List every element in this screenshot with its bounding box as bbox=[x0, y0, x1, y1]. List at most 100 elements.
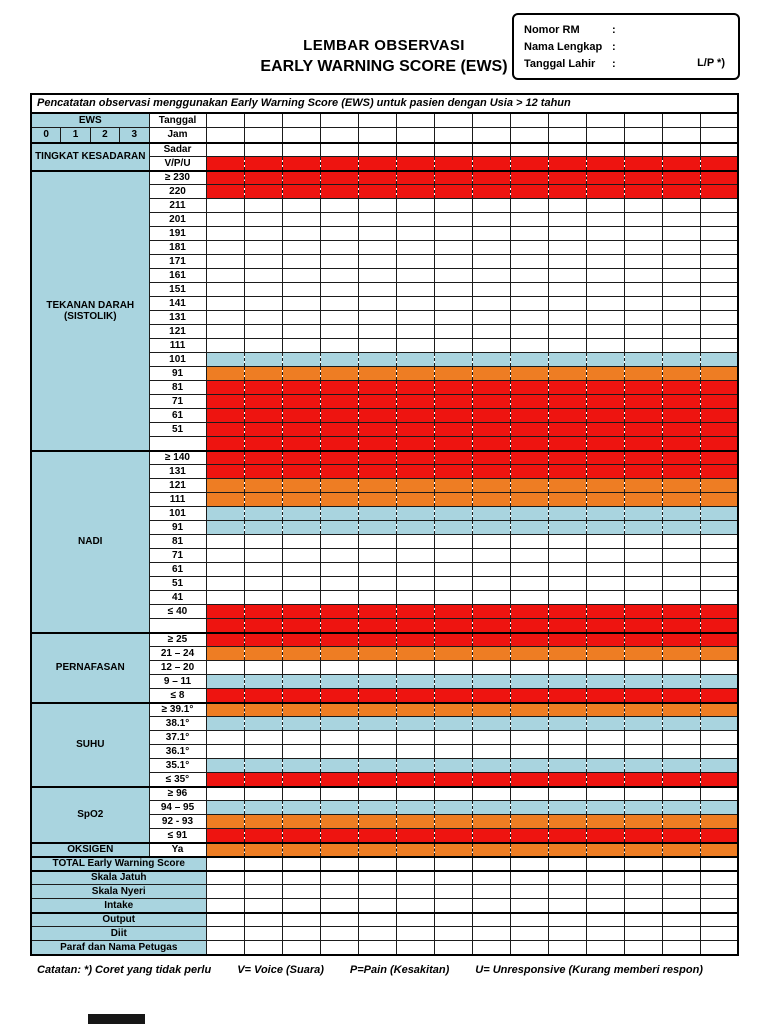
observation-cell[interactable] bbox=[585, 841, 625, 857]
observation-cell[interactable] bbox=[281, 562, 321, 577]
observation-cell[interactable] bbox=[661, 744, 701, 759]
observation-cell[interactable] bbox=[661, 562, 701, 577]
observation-cell[interactable] bbox=[623, 169, 663, 185]
observation-cell[interactable] bbox=[319, 408, 359, 423]
observation-cell[interactable] bbox=[509, 716, 549, 731]
observation-cell[interactable] bbox=[509, 520, 549, 535]
observation-cell[interactable] bbox=[661, 464, 701, 479]
observation-cell[interactable] bbox=[433, 394, 473, 409]
observation-cell[interactable] bbox=[357, 296, 397, 311]
observation-cell[interactable] bbox=[585, 296, 625, 311]
observation-cell[interactable] bbox=[205, 855, 245, 871]
observation-cell[interactable] bbox=[433, 156, 473, 171]
observation-cell[interactable] bbox=[433, 380, 473, 395]
observation-cell[interactable] bbox=[699, 141, 739, 157]
observation-cell[interactable] bbox=[509, 492, 549, 507]
observation-cell[interactable] bbox=[699, 548, 739, 563]
observation-cell[interactable] bbox=[205, 380, 245, 395]
observation-cell[interactable] bbox=[547, 112, 587, 128]
observation-cell[interactable] bbox=[281, 884, 321, 899]
observation-cell[interactable] bbox=[661, 226, 701, 241]
observation-cell[interactable] bbox=[357, 646, 397, 661]
observation-cell[interactable] bbox=[433, 940, 473, 955]
observation-cell[interactable] bbox=[395, 112, 435, 128]
observation-cell[interactable] bbox=[243, 156, 283, 171]
observation-cell[interactable] bbox=[357, 926, 397, 941]
observation-cell[interactable] bbox=[623, 184, 663, 199]
observation-cell[interactable] bbox=[661, 548, 701, 563]
observation-cell[interactable] bbox=[585, 268, 625, 283]
observation-cell[interactable] bbox=[623, 449, 663, 465]
observation-cell[interactable] bbox=[433, 869, 473, 885]
observation-cell[interactable] bbox=[205, 841, 245, 857]
observation-cell[interactable] bbox=[357, 855, 397, 871]
observation-cell[interactable] bbox=[699, 688, 739, 703]
observation-cell[interactable] bbox=[585, 408, 625, 423]
observation-cell[interactable] bbox=[623, 310, 663, 325]
observation-cell[interactable] bbox=[205, 688, 245, 703]
observation-cell[interactable] bbox=[547, 212, 587, 227]
observation-cell[interactable] bbox=[585, 940, 625, 955]
observation-cell[interactable] bbox=[281, 548, 321, 563]
observation-cell[interactable] bbox=[699, 254, 739, 269]
nomor-rm-value[interactable] bbox=[622, 22, 728, 39]
observation-cell[interactable] bbox=[699, 576, 739, 591]
observation-cell[interactable] bbox=[547, 310, 587, 325]
observation-cell[interactable] bbox=[623, 911, 663, 927]
observation-cell[interactable] bbox=[357, 126, 397, 143]
observation-cell[interactable] bbox=[319, 338, 359, 353]
observation-cell[interactable] bbox=[661, 716, 701, 731]
observation-cell[interactable] bbox=[281, 464, 321, 479]
observation-cell[interactable] bbox=[471, 785, 511, 801]
observation-cell[interactable] bbox=[281, 701, 321, 717]
observation-cell[interactable] bbox=[585, 576, 625, 591]
observation-cell[interactable] bbox=[357, 310, 397, 325]
observation-cell[interactable] bbox=[661, 310, 701, 325]
observation-cell[interactable] bbox=[471, 324, 511, 339]
observation-cell[interactable] bbox=[471, 338, 511, 353]
observation-cell[interactable] bbox=[395, 506, 435, 521]
observation-cell[interactable] bbox=[205, 631, 245, 647]
observation-cell[interactable] bbox=[357, 562, 397, 577]
observation-cell[interactable] bbox=[509, 548, 549, 563]
observation-cell[interactable] bbox=[243, 422, 283, 437]
observation-cell[interactable] bbox=[281, 590, 321, 605]
observation-cell[interactable] bbox=[623, 436, 663, 451]
observation-cell[interactable] bbox=[585, 730, 625, 745]
observation-cell[interactable] bbox=[661, 884, 701, 899]
observation-cell[interactable] bbox=[281, 408, 321, 423]
observation-cell[interactable] bbox=[357, 198, 397, 213]
observation-cell[interactable] bbox=[433, 604, 473, 619]
observation-cell[interactable] bbox=[699, 590, 739, 605]
observation-cell[interactable] bbox=[661, 296, 701, 311]
observation-cell[interactable] bbox=[547, 520, 587, 535]
observation-cell[interactable] bbox=[433, 828, 473, 843]
observation-cell[interactable] bbox=[509, 674, 549, 689]
observation-cell[interactable] bbox=[319, 296, 359, 311]
observation-cell[interactable] bbox=[319, 590, 359, 605]
observation-cell[interactable] bbox=[547, 814, 587, 829]
observation-cell[interactable] bbox=[319, 911, 359, 927]
observation-cell[interactable] bbox=[205, 520, 245, 535]
observation-cell[interactable] bbox=[471, 268, 511, 283]
observation-cell[interactable] bbox=[243, 310, 283, 325]
observation-cell[interactable] bbox=[395, 198, 435, 213]
observation-cell[interactable] bbox=[623, 701, 663, 717]
observation-cell[interactable] bbox=[661, 268, 701, 283]
observation-cell[interactable] bbox=[471, 548, 511, 563]
observation-cell[interactable] bbox=[205, 898, 245, 913]
observation-cell[interactable] bbox=[585, 366, 625, 381]
observation-cell[interactable] bbox=[585, 198, 625, 213]
observation-cell[interactable] bbox=[395, 338, 435, 353]
observation-cell[interactable] bbox=[699, 169, 739, 185]
observation-cell[interactable] bbox=[357, 911, 397, 927]
observation-cell[interactable] bbox=[699, 660, 739, 675]
observation-cell[interactable] bbox=[623, 126, 663, 143]
observation-cell[interactable] bbox=[243, 688, 283, 703]
observation-cell[interactable] bbox=[281, 141, 321, 157]
observation-cell[interactable] bbox=[395, 492, 435, 507]
observation-cell[interactable] bbox=[433, 112, 473, 128]
observation-cell[interactable] bbox=[395, 156, 435, 171]
observation-cell[interactable] bbox=[471, 701, 511, 717]
observation-cell[interactable] bbox=[281, 436, 321, 451]
